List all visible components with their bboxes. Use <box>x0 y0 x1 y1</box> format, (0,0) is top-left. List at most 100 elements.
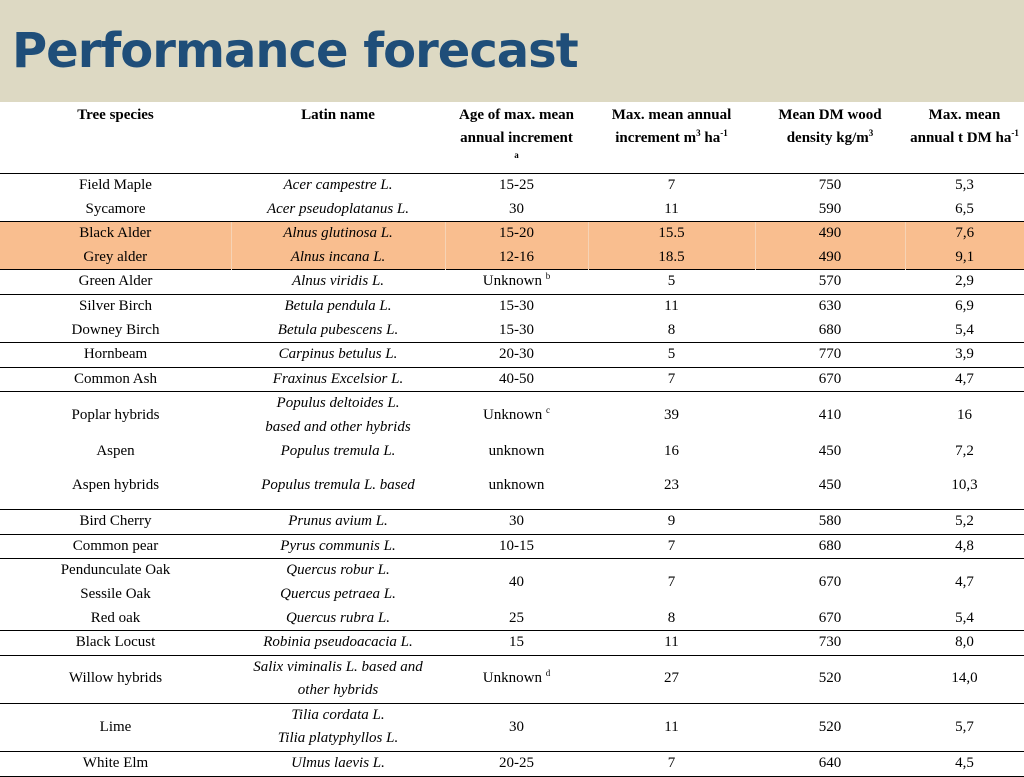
cell-mai: 11 <box>588 293 755 319</box>
col-header-density: Mean DM wood density kg/m3 <box>755 102 905 174</box>
cell-tdm: 9,1 <box>904 245 1024 270</box>
col-header-species-label: Tree species <box>77 107 154 123</box>
cell-species: Black Locust <box>0 630 231 656</box>
table-header-row: Tree species Latin name Age of max. mean… <box>0 102 1024 174</box>
page-title: Performance forecast <box>12 23 579 79</box>
table-row: Aspen hybrids Populus tremula L. based u… <box>0 463 1024 510</box>
cell-age: unknown <box>488 477 545 494</box>
col-header-mai-sup: 3 <box>696 128 701 138</box>
cell-latin: Salix viminalis L. based and other hybri… <box>231 654 445 704</box>
cell-latin: Ulmus laevis L. <box>231 751 445 777</box>
col-header-age: Age of max. mean annual increment a <box>445 102 588 174</box>
cell-mai: 8 <box>667 609 676 626</box>
cell-density: 680 <box>818 321 842 338</box>
cell-density: 640 <box>755 751 905 777</box>
cell-mai: 11 <box>588 630 755 656</box>
cell-species: Bird Cherry <box>0 509 231 535</box>
cell-age: 20-25 <box>445 751 588 777</box>
cell-tdm: 2,9 <box>905 269 1024 295</box>
cell-latin: Alnus viridis L. <box>231 269 445 295</box>
col-header-density-sup: 3 <box>868 128 874 138</box>
table-row: Common Ash Fraxinus Excelsior L. 40-50 7… <box>0 366 1024 392</box>
col-header-tdm: Max. mean annual t DM ha-1 <box>905 102 1024 174</box>
cell-density: 730 <box>755 630 905 656</box>
cell-mai: 15.5 <box>587 221 755 246</box>
cell-latin: Populus tremula L. <box>280 442 396 459</box>
cell-mai: 7 <box>667 177 676 193</box>
cell-species: Red oak <box>90 609 141 626</box>
cell-density: 520 <box>755 654 905 704</box>
col-header-mai-sup2: -1 <box>720 128 728 138</box>
cell-age: 15 <box>445 630 588 656</box>
cell-species: Hornbeam <box>0 342 231 368</box>
cell-density: 680 <box>755 533 905 559</box>
cell-mai: 11 <box>664 200 679 217</box>
cell-density: 570 <box>755 269 905 295</box>
cell-species: Sycamore <box>85 200 146 217</box>
cell-tdm: 3,9 <box>905 342 1024 368</box>
col-header-mai-label: Max. mean annual increment m <box>611 107 732 146</box>
table-row: Poplar hybrids Populus deltoides L. base… <box>0 391 1024 440</box>
cell-latin: Tilia cordata L. Tilia platyphyllos L. <box>231 702 445 752</box>
cell-species: Downey Birch <box>71 321 160 338</box>
col-header-mai: Max. mean annual increment m3 ha-1 <box>588 102 755 174</box>
table-row: Bird Cherry Prunus avium L. 30 9 580 5,2 <box>0 509 1024 535</box>
cell-mai: 7 <box>588 558 755 607</box>
cell-tdm: 4,7 <box>905 558 1024 607</box>
table-row: Hornbeam Carpinus betulus L. 20-30 5 770… <box>0 342 1024 368</box>
cell-density: 670 <box>755 366 905 392</box>
cell-density: 520 <box>755 702 905 752</box>
cell-age: 20-30 <box>445 342 588 368</box>
cell-latin: Populus tremula L. based <box>261 477 415 494</box>
cell-age: 40 <box>445 558 588 607</box>
table-row: Willow hybrids Salix viminalis L. based … <box>0 654 1024 704</box>
cell-density: 490 <box>754 221 905 246</box>
col-header-age-footnote: a <box>514 150 519 160</box>
cell-latin: Carpinus betulus L. <box>231 342 445 368</box>
cell-latin: Alnus glutinosa L. <box>230 221 445 246</box>
col-header-latin: Latin name <box>231 102 445 174</box>
cell-mai: 7 <box>588 751 755 777</box>
cell-species: Poplar hybrids <box>0 391 231 440</box>
cell-tdm: 5,3 <box>955 177 974 193</box>
cell-age-value: Unknown <box>482 670 542 687</box>
cell-latin: Betula pendula L. <box>231 293 445 319</box>
cell-age: 10-15 <box>445 533 588 559</box>
cell-mai: 7 <box>588 533 755 559</box>
title-bar: Performance forecast <box>0 0 1024 102</box>
cell-tdm: 4,8 <box>905 533 1024 559</box>
cell-tdm: 10,3 <box>951 477 978 494</box>
cell-species: Willow hybrids <box>0 654 231 704</box>
cell-age: 15-30 <box>499 321 534 338</box>
cell-species: Lime <box>0 702 231 752</box>
cell-latin-line1: Tilia cordata L. <box>291 706 385 723</box>
cell-age: 40-50 <box>445 366 588 392</box>
cell-species: Aspen hybrids <box>71 477 160 494</box>
cell-latin: Betula pubescens L. <box>277 321 399 338</box>
table-row-highlighted: Grey alder Alnus incana L. 12-16 18.5 49… <box>0 245 1024 270</box>
cell-mai: 11 <box>588 702 755 752</box>
cell-tdm: 7,6 <box>904 221 1024 246</box>
cell-age-value: Unknown <box>482 273 542 290</box>
table-row: Downey Birch Betula pubescens L. 15-30 8… <box>0 319 1024 343</box>
cell-tdm: 5,4 <box>955 321 974 338</box>
cell-species: Sessile Oak <box>80 585 151 602</box>
col-header-age-label: Age of max. mean annual increment <box>459 107 574 146</box>
cell-density: 670 <box>818 609 842 626</box>
table-row: White Elm Ulmus laevis L. 20-25 7 640 4,… <box>0 751 1024 777</box>
cell-density: 770 <box>755 342 905 368</box>
cell-latin: Quercus petraea L. <box>280 585 396 602</box>
table-row: Common pear Pyrus communis L. 10-15 7 68… <box>0 533 1024 559</box>
cell-latin: Quercus rubra L. <box>285 609 391 626</box>
cell-age: 25 <box>509 609 524 626</box>
cell-mai: 27 <box>588 654 755 704</box>
cell-age-footnote: c <box>545 405 550 416</box>
table-row-highlighted: Black Alder Alnus glutinosa L. 15-20 15.… <box>0 221 1024 246</box>
cell-age: 30 <box>445 509 588 535</box>
table-row: Field Maple Acer campestre L. 15-25 7 75… <box>0 174 1024 198</box>
table-row: Lime Tilia cordata L. Tilia platyphyllos… <box>0 702 1024 752</box>
cell-species: Common Ash <box>0 366 231 392</box>
cell-density: 490 <box>754 245 905 270</box>
cell-species: Aspen <box>96 442 135 459</box>
col-header-density-label: Mean DM wood density kg/m <box>778 107 882 146</box>
